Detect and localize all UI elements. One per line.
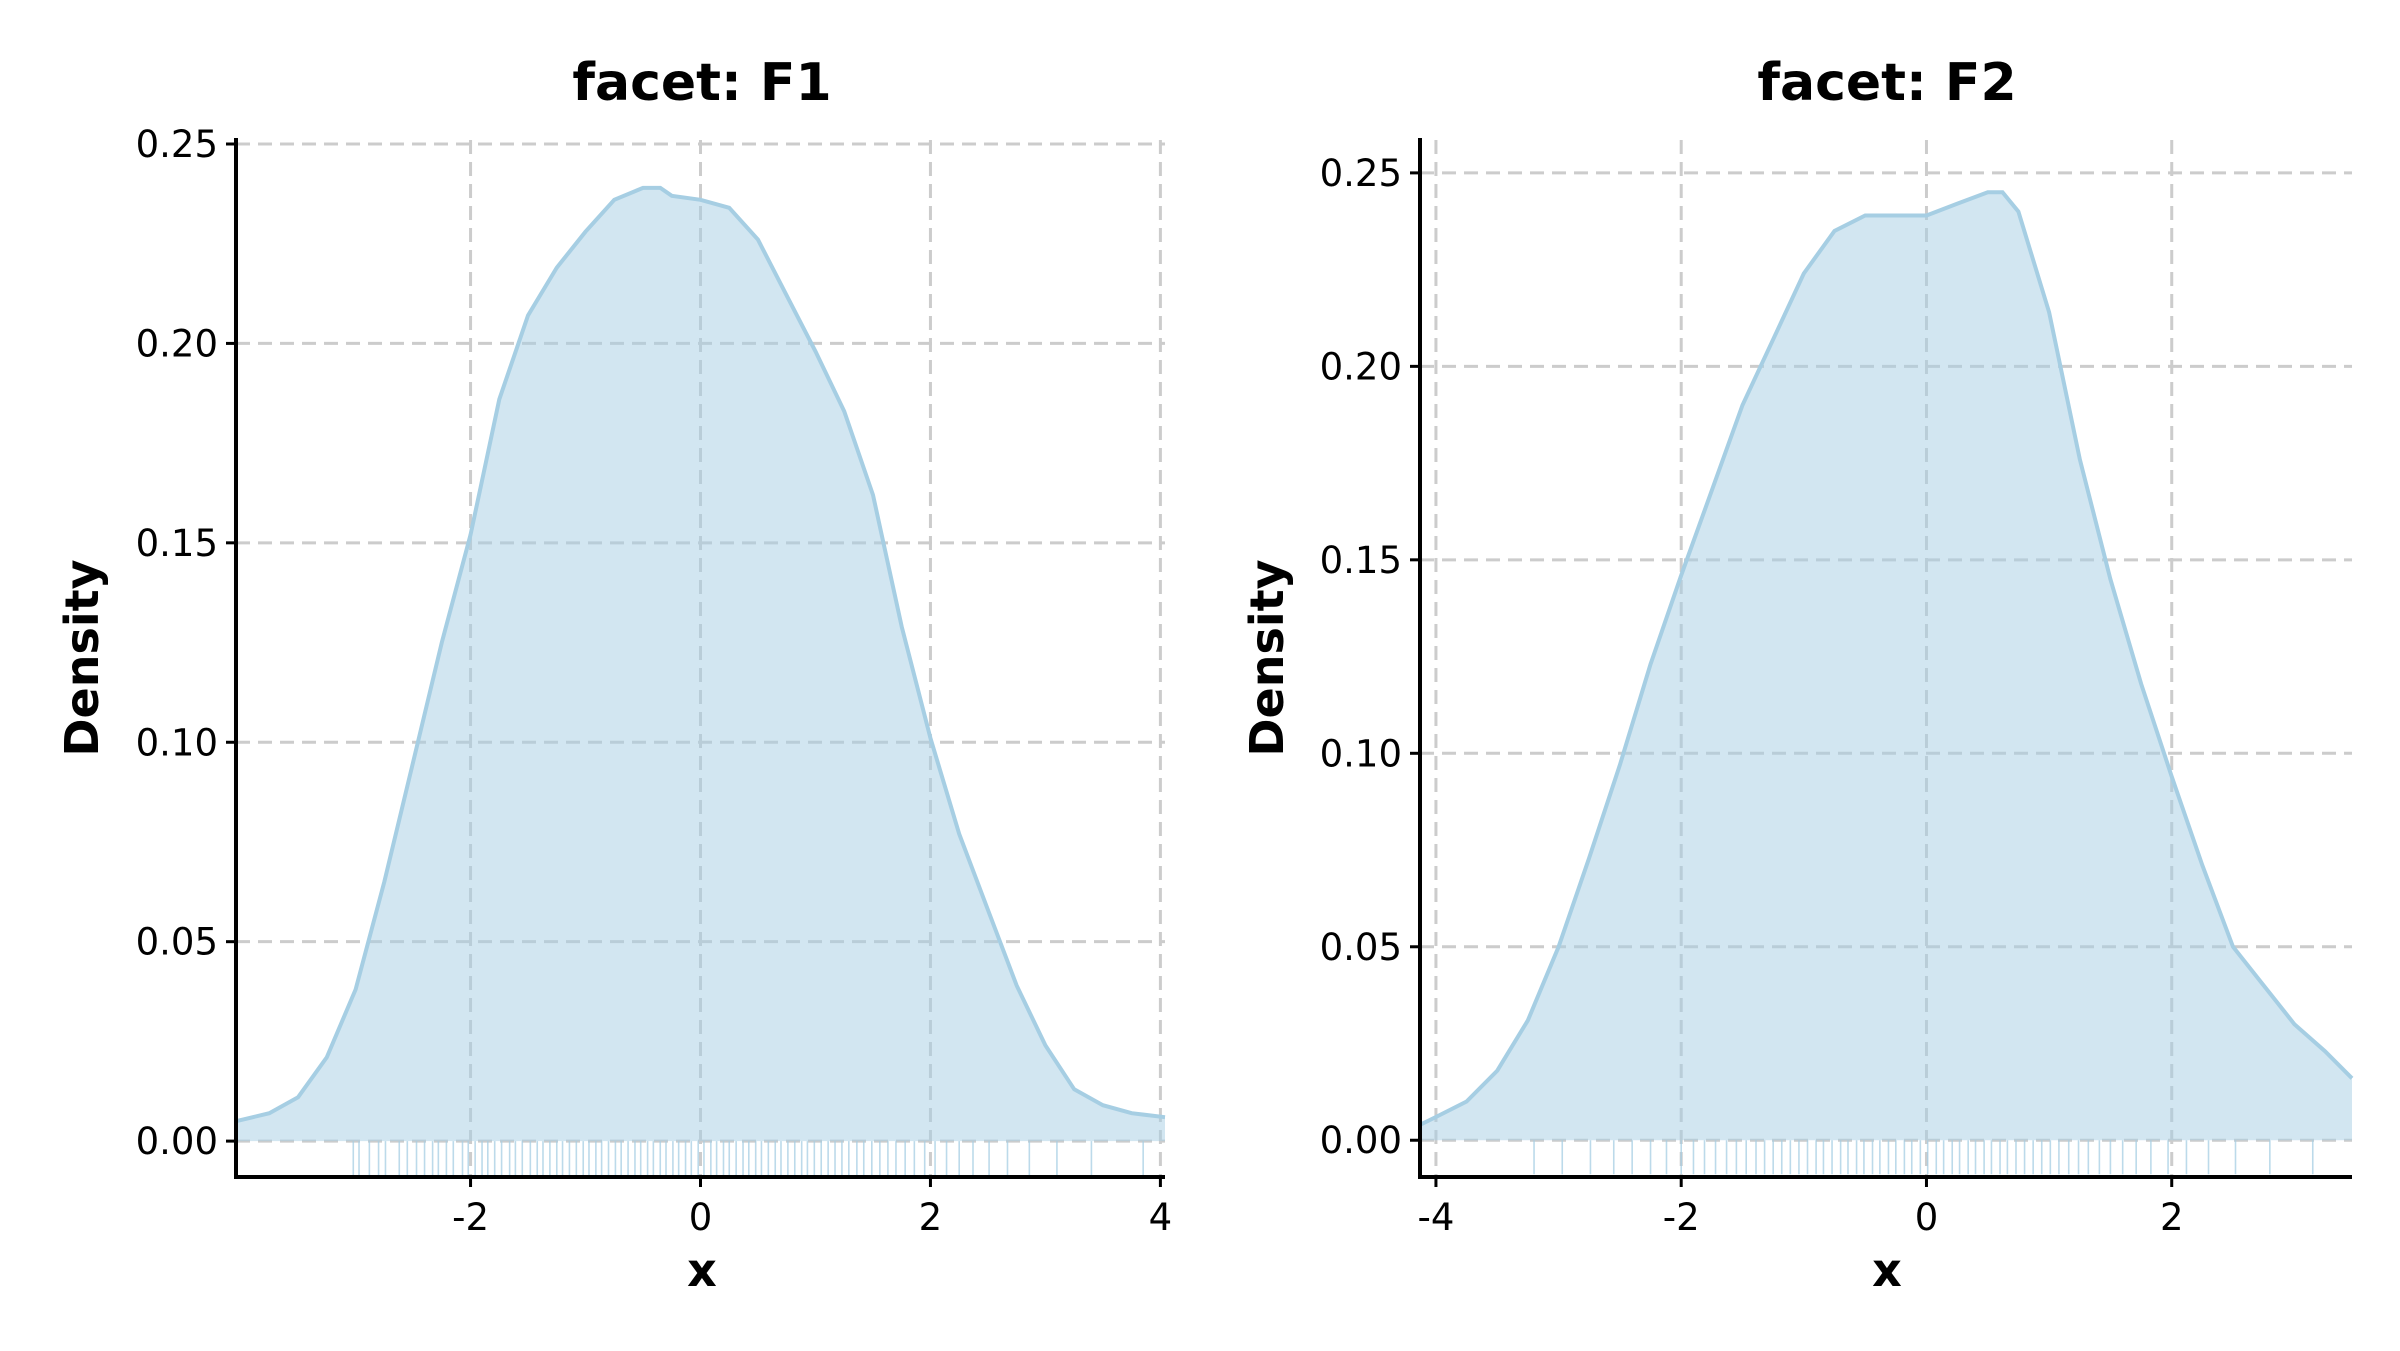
- facet-title: facet: F2: [1757, 53, 2016, 113]
- y-tick-label: 0.05: [136, 921, 218, 964]
- axes: [1418, 138, 2352, 1179]
- density-line: [235, 185, 1166, 1124]
- y-axis-label: Density: [1240, 559, 1294, 756]
- x-tick-label: -2: [1663, 1196, 1700, 1239]
- x-tick-label: 2: [919, 1196, 943, 1239]
- facet-panel-f2: facet: F2 0.00 0.05 0.10 0.15 0.20 0.25 -4 -2 0 2…: [1240, 53, 2354, 1297]
- x-tick-label: -2: [452, 1196, 489, 1239]
- ticks: 0.00 0.05 0.10 0.15 0.20 0.25 -2 0 2 4: [136, 123, 1173, 1239]
- y-tick-label: 0.15: [1320, 539, 1402, 582]
- y-tick-label: 0.05: [1320, 926, 1402, 969]
- y-tick-label: 0.10: [136, 721, 218, 764]
- y-tick-label: 0.25: [1320, 152, 1402, 195]
- x-tick-label: 2: [2160, 1196, 2184, 1239]
- y-tick-label: 0.00: [136, 1120, 218, 1163]
- x-tick-label: 0: [689, 1196, 713, 1239]
- facet-panel-f1: facet: F1 0.000.050.100.150.200.25-2 0 2 4 …: [55, 53, 1172, 1297]
- y-tick-label: 0.20: [1320, 345, 1402, 388]
- density-line: [1419, 190, 2354, 1127]
- x-axis-label: x: [1872, 1243, 1902, 1297]
- density-area: [236, 187, 1165, 1142]
- y-tick-label: 0.10: [1320, 732, 1402, 775]
- y-tick-label: 0.00: [1320, 1119, 1402, 1162]
- y-tick-label: 0.15: [136, 522, 218, 565]
- x-tick-label: 4: [1149, 1196, 1173, 1239]
- y-axis-label: Density: [55, 559, 109, 756]
- x-tick-label: 0: [1915, 1196, 1939, 1239]
- x-axis-label: x: [687, 1243, 717, 1297]
- y-tick-label: 0.20: [136, 322, 218, 365]
- rug: [1533, 1140, 2314, 1175]
- density-area: [1420, 192, 2352, 1141]
- y-tick-label: 0.25: [136, 123, 218, 166]
- ticks: 0.00 0.05 0.10 0.15 0.20 0.25 -4 -2 0 2: [1320, 152, 2184, 1239]
- x-tick-label: -4: [1417, 1196, 1454, 1239]
- facet-title: facet: F1: [572, 53, 831, 113]
- rug: [352, 1141, 1144, 1176]
